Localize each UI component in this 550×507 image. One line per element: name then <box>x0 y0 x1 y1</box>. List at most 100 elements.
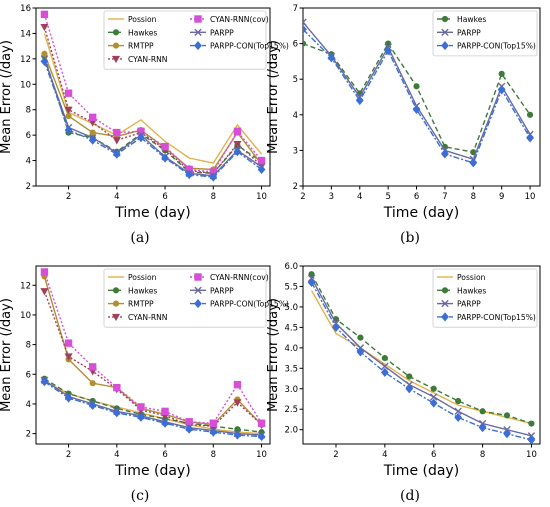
data-point <box>40 288 49 296</box>
data-point <box>527 435 536 444</box>
series-line <box>303 28 531 164</box>
series-cyan-rnn-cov- <box>40 10 266 176</box>
series-line <box>43 33 263 164</box>
x-axis-label: Time (day) <box>383 205 459 221</box>
data-point <box>112 137 121 145</box>
y-tick-label: 16 <box>20 4 31 14</box>
data-point <box>412 104 421 115</box>
data-point <box>41 50 48 57</box>
series-line <box>44 381 262 438</box>
series-line <box>43 276 263 426</box>
panel-label: (a) <box>130 230 149 246</box>
panel-label: (b) <box>400 230 420 246</box>
legend-label: PARPP <box>210 28 234 37</box>
panel-label: (d) <box>400 488 420 504</box>
series-line <box>43 271 263 424</box>
legend-label: Hawkes <box>457 286 486 295</box>
series-parpp-con-top15- <box>303 24 534 168</box>
x-tick-label: 10 <box>525 192 536 202</box>
data-point <box>478 423 487 433</box>
series-line <box>43 58 262 177</box>
y-axis-label: Mean Error (/day) <box>0 298 14 412</box>
y-tick-label: 2 <box>293 182 298 192</box>
legend-label: PARPP-CON(Top15%) <box>457 313 536 322</box>
data-point <box>185 418 193 426</box>
x-tick-label: 8 <box>211 450 216 460</box>
data-point <box>332 322 340 332</box>
data-point <box>88 135 97 145</box>
legend-box <box>103 268 267 328</box>
data-point <box>161 407 169 416</box>
y-tick-label: 14 <box>20 29 31 39</box>
data-point <box>233 127 242 136</box>
data-point <box>233 140 242 149</box>
data-point <box>430 385 437 392</box>
legend-marker <box>441 41 449 51</box>
y-tick-label: 4 <box>26 157 31 167</box>
legend-label: Hawkes <box>128 286 157 295</box>
data-point <box>233 399 242 407</box>
data-point <box>526 111 534 118</box>
y-tick-label: 3 <box>293 146 298 156</box>
y-tick-label: 2 <box>26 430 31 440</box>
series-cyan-rnn-cov- <box>40 268 266 427</box>
data-point <box>185 424 194 434</box>
legend-marker <box>111 313 121 322</box>
x-tick-label: 8 <box>480 450 485 460</box>
x-axis-label: Time (day) <box>114 463 190 479</box>
series-hawkes <box>308 271 535 427</box>
data-point <box>40 56 49 66</box>
data-point <box>498 70 505 77</box>
legend-label: RMTPP <box>128 42 154 51</box>
series-parpp-con-top15- <box>40 377 266 442</box>
data-point <box>479 408 486 415</box>
panel-label: (c) <box>131 488 150 504</box>
data-point <box>233 147 242 157</box>
data-point <box>89 129 96 136</box>
y-tick-label: 6.0 <box>284 262 298 272</box>
data-point <box>209 427 218 437</box>
data-point <box>209 172 218 182</box>
data-point <box>257 419 266 427</box>
y-tick-label: 10 <box>20 311 31 321</box>
y-tick-label: 4 <box>293 111 298 121</box>
legend-label: Hawkes <box>457 15 486 24</box>
legend-marker <box>194 299 202 309</box>
y-tick-label: 4.5 <box>284 323 298 333</box>
x-tick-label: 9 <box>499 192 504 202</box>
data-point <box>406 373 413 380</box>
y-tick-label: 2.5 <box>284 405 298 415</box>
legend: Hawkes PARPP PARPP-CON(Top15%) <box>432 10 538 57</box>
data-point <box>257 164 266 175</box>
data-point <box>40 24 49 32</box>
legend-label: Possion <box>457 273 486 282</box>
legend-marker <box>441 312 449 322</box>
data-point <box>381 354 388 362</box>
legend: Possion Hawkes RMTPP CYAN-RNN CYAN-RNN(cov) P… <box>103 10 289 70</box>
data-point <box>112 408 121 418</box>
legend-label: PARPP-CON(Top15%) <box>457 42 536 51</box>
data-point <box>455 397 462 405</box>
legend-marker <box>441 299 449 308</box>
data-point <box>137 403 145 411</box>
data-point <box>503 429 511 439</box>
y-tick-label: 8 <box>26 341 31 351</box>
x-tick-label: 2 <box>66 192 71 202</box>
series-line <box>310 277 532 437</box>
y-tick-label: 12 <box>20 281 31 291</box>
data-point <box>113 383 121 392</box>
data-point <box>384 46 393 56</box>
x-tick-label: 4 <box>382 450 387 460</box>
x-tick-label: 4 <box>114 450 119 460</box>
legend-marker <box>194 286 202 294</box>
x-tick-label: 10 <box>256 192 267 202</box>
data-point <box>88 113 97 122</box>
data-point <box>257 156 266 165</box>
legend-label: PARPP <box>457 300 481 309</box>
data-point <box>327 53 336 63</box>
x-tick-label: 2 <box>333 450 338 460</box>
legend-box <box>432 10 538 57</box>
legend-marker <box>112 29 120 36</box>
x-tick-label: 6 <box>162 192 167 202</box>
